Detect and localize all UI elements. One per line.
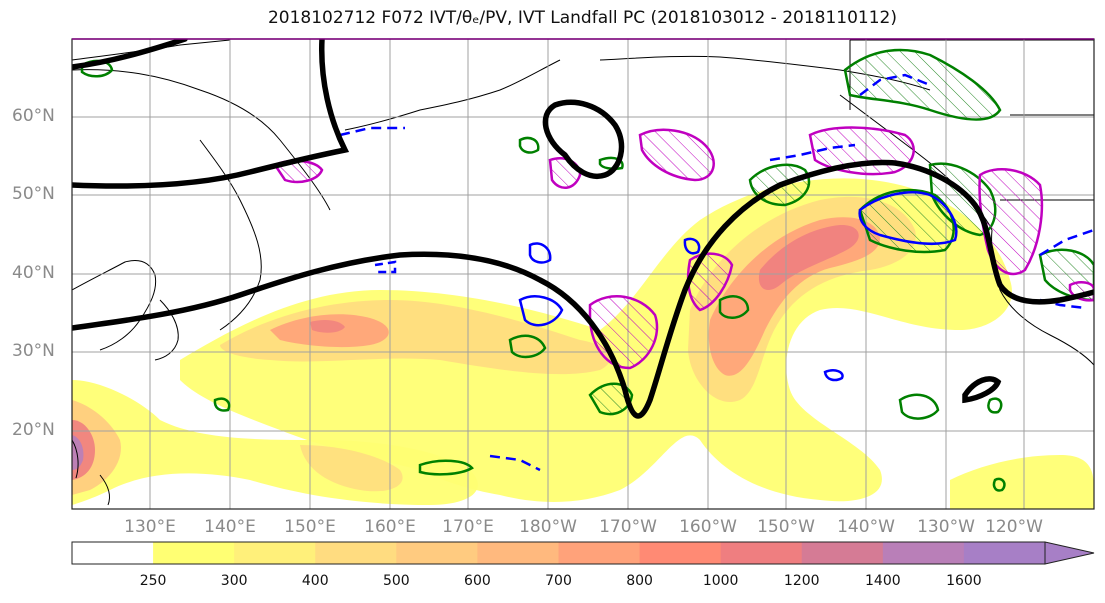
colorbar-tick-label: 1000 <box>702 573 739 589</box>
lon-label-160w: 160°W <box>679 517 737 537</box>
colorbar-cell <box>315 542 397 564</box>
lon-label-120w: 120°W <box>985 517 1043 537</box>
colorbar-tick-label: 300 <box>220 573 248 589</box>
colorbar-cell <box>963 542 1046 564</box>
colorbar-cell <box>72 542 154 564</box>
pv-contour <box>72 39 1094 419</box>
colorbar-cell <box>639 542 722 564</box>
colorbar-cell <box>477 542 559 564</box>
colorbar-tick-label: 700 <box>545 573 572 589</box>
lon-label-170e: 170°E <box>442 517 494 537</box>
lon-label-140w: 140°W <box>837 517 895 537</box>
colorbar <box>71 541 1095 565</box>
lat-label-40n: 40°N <box>12 263 55 283</box>
colorbar-tick-label: 800 <box>626 573 653 589</box>
colorbar-cell <box>234 542 316 564</box>
lon-label-140e: 140°E <box>204 517 256 537</box>
colorbar-extension <box>1044 541 1095 565</box>
colorbar-cell <box>882 542 965 564</box>
lat-label-60n: 60°N <box>12 106 55 126</box>
colorbar-tick-label: 1600 <box>946 573 982 589</box>
lon-label-180w: 180°W <box>519 517 577 537</box>
colorbar-tick-label: 1200 <box>783 573 820 589</box>
colorbar-tick-label: 600 <box>464 573 491 589</box>
lat-label-30n: 30°N <box>12 341 55 361</box>
colorbar-tick-label: 1400 <box>865 573 901 589</box>
colorbar-frame <box>71 541 1046 565</box>
lon-label-130w: 130°W <box>917 517 975 537</box>
colorbar-cell <box>396 542 478 564</box>
lon-label-150e: 150°E <box>284 517 336 537</box>
lon-label-170w: 170°W <box>599 517 657 537</box>
lat-label-50n: 50°N <box>12 184 55 204</box>
colorbar-tick-label: 400 <box>301 573 329 589</box>
colorbar-tick-label: 250 <box>139 573 167 589</box>
colorbar-cell <box>801 542 884 564</box>
lon-label-160e: 160°E <box>364 517 416 537</box>
lon-label-130e: 130°E <box>124 517 176 537</box>
colorbar-cell <box>720 542 803 564</box>
colorbar-cell <box>558 542 641 564</box>
colorbar-tick-label: 500 <box>382 573 410 589</box>
map-title: 2018102712 F072 IVT/θₑ/PV, IVT Landfall … <box>267 8 898 28</box>
colorbar-cell <box>153 542 235 564</box>
lon-label-150w: 150°W <box>757 517 815 537</box>
landfall-blue <box>339 73 1094 472</box>
lat-label-20n: 20°N <box>12 420 55 440</box>
